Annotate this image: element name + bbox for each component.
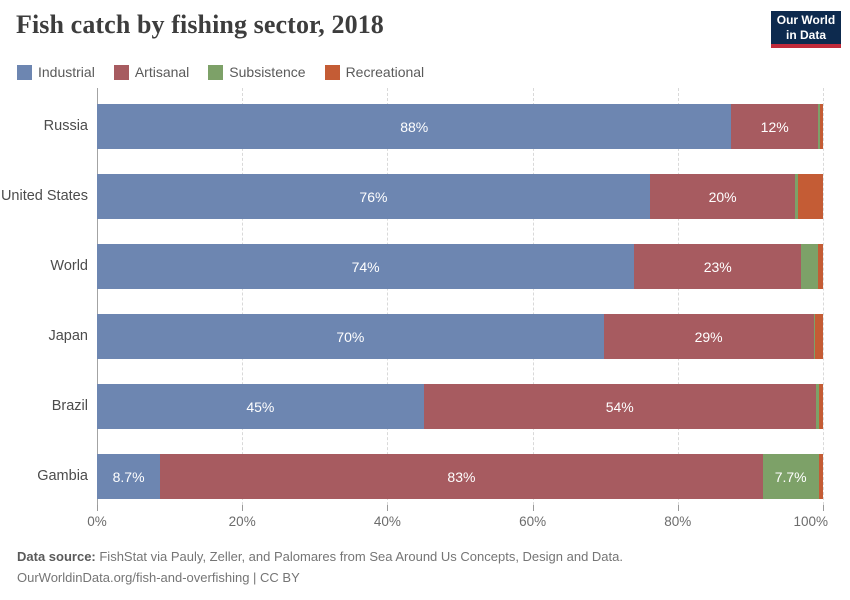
category-label-gambia: Gambia (37, 468, 88, 484)
x-axis-tick-mark (242, 505, 244, 511)
legend-swatch-icon (113, 64, 129, 80)
gridline (823, 88, 824, 505)
bar-segment-recreational[interactable] (820, 104, 823, 149)
x-axis-tick-label: 100% (793, 514, 828, 529)
legend-item-recreational[interactable]: Recreational (324, 64, 425, 80)
bar-segment-industrial[interactable]: 45% (97, 384, 424, 429)
x-axis-tick-mark (532, 505, 534, 511)
bar-row-united-states: 76% 20% (97, 174, 823, 219)
x-axis-tick-label: 0% (87, 514, 107, 529)
legend-swatch-icon (208, 64, 224, 80)
x-axis-tick-label: 80% (664, 514, 692, 529)
x-axis-tick-mark (677, 505, 679, 511)
x-axis-tick-label: 60% (519, 514, 547, 529)
gridline (532, 88, 534, 505)
bar-segment-artisanal[interactable]: 83% (160, 454, 763, 499)
bar-segment-subsistence[interactable] (795, 174, 798, 219)
bar-segment-subsistence[interactable] (813, 314, 816, 359)
category-label-russia: Russia (43, 118, 88, 134)
bar-row-brazil: 45% 54% (97, 384, 823, 429)
bar-row-gambia: 8.7% 83% 7.7% (97, 454, 823, 499)
legend-item-subsistence[interactable]: Subsistence (208, 64, 306, 80)
x-axis-tick-mark (823, 505, 824, 511)
data-source-text: FishStat via Pauly, Zeller, and Palomare… (95, 549, 623, 564)
plot-area: 88% 12% 76% 20% 74% 23% 70% 29% 45% 54% 8.7% 83% 7.7… (97, 88, 824, 505)
bar-value-label: 8.7% (112, 468, 145, 485)
category-axis: Russia United States World Japan Brazil Gambi… (0, 88, 88, 505)
legend-label: Artisanal (134, 64, 190, 80)
legend-item-artisanal[interactable]: Artisanal (113, 64, 190, 80)
bar-segment-subsistence[interactable] (815, 384, 819, 429)
bar-value-label: 45% (246, 398, 275, 415)
bar-segment-industrial[interactable]: 8.7% (97, 454, 161, 499)
category-label-world: World (50, 258, 88, 274)
category-label-united-states: United States (0, 188, 88, 204)
bar-row-world: 74% 23% (97, 244, 823, 289)
legend: Industrial Artisanal Subsistence Recreation… (17, 64, 424, 80)
gridline (677, 88, 679, 505)
bar-segment-subsistence[interactable] (801, 244, 818, 289)
bar-segment-subsistence[interactable] (817, 104, 821, 149)
license-line: OurWorldinData.org/fish-and-overfishing … (17, 570, 300, 585)
data-source-label: Data source: (17, 549, 96, 564)
bar-segment-industrial[interactable]: 88% (97, 104, 732, 149)
gridline (242, 88, 244, 505)
category-label-japan: Japan (48, 328, 88, 344)
bar-segment-industrial[interactable]: 76% (97, 174, 650, 219)
bar-value-label: 83% (447, 468, 476, 485)
owid-logo-line2: in Data (785, 27, 826, 42)
bar-value-label: 29% (694, 328, 723, 345)
gridline (387, 88, 389, 505)
bar-value-label: 54% (605, 398, 634, 415)
owid-logo-line1: Our World (776, 13, 836, 28)
bar-segment-recreational[interactable] (818, 454, 823, 499)
bar-row-japan: 70% 29% (97, 314, 823, 359)
data-source-line: Data source: FishStat via Pauly, Zeller,… (17, 546, 623, 567)
bar-segment-artisanal[interactable]: 12% (731, 104, 818, 149)
bar-segment-subsistence[interactable]: 7.7% (762, 454, 819, 499)
bar-segment-recreational[interactable] (815, 314, 823, 359)
bar-value-label: 76% (359, 188, 388, 205)
bar-segment-artisanal[interactable]: 29% (603, 314, 814, 359)
bar-segment-industrial[interactable]: 74% (97, 244, 635, 289)
owid-logo[interactable]: Our World in Data (771, 11, 841, 48)
bar-segment-recreational[interactable] (797, 174, 823, 219)
x-axis-tick-mark (387, 505, 389, 511)
footer: Data source: FishStat via Pauly, Zeller,… (17, 546, 623, 588)
legend-label: Subsistence (229, 64, 306, 80)
bar-segment-recreational[interactable] (818, 384, 823, 429)
bar-segment-artisanal[interactable]: 54% (423, 384, 816, 429)
bar-value-label: 74% (351, 258, 380, 275)
category-label-brazil: Brazil (51, 398, 88, 414)
bar-value-label: 23% (703, 258, 732, 275)
bar-segment-industrial[interactable]: 70% (97, 314, 604, 359)
bar-value-label: 12% (760, 118, 789, 135)
bar-value-label: 20% (708, 188, 737, 205)
bar-segment-artisanal[interactable]: 20% (649, 174, 796, 219)
bar-segment-artisanal[interactable]: 23% (634, 244, 802, 289)
bar-value-label: 70% (336, 328, 365, 345)
bar-value-label: 7.7% (774, 468, 807, 485)
bar-segment-recreational[interactable] (817, 244, 823, 289)
x-axis-tick-label: 40% (373, 514, 401, 529)
legend-swatch-icon (324, 64, 340, 80)
legend-label: Industrial (38, 64, 95, 80)
chart-title: Fish catch by fishing sector, 2018 (16, 10, 384, 39)
bar-row-russia: 88% 12% (97, 104, 823, 149)
legend-item-industrial[interactable]: Industrial (17, 64, 95, 80)
legend-label: Recreational (345, 64, 425, 80)
x-axis-tick-label: 20% (228, 514, 256, 529)
y-axis-line (97, 88, 98, 505)
x-axis-tick-mark (97, 505, 98, 511)
bar-value-label: 88% (400, 118, 429, 135)
legend-swatch-icon (17, 64, 32, 80)
